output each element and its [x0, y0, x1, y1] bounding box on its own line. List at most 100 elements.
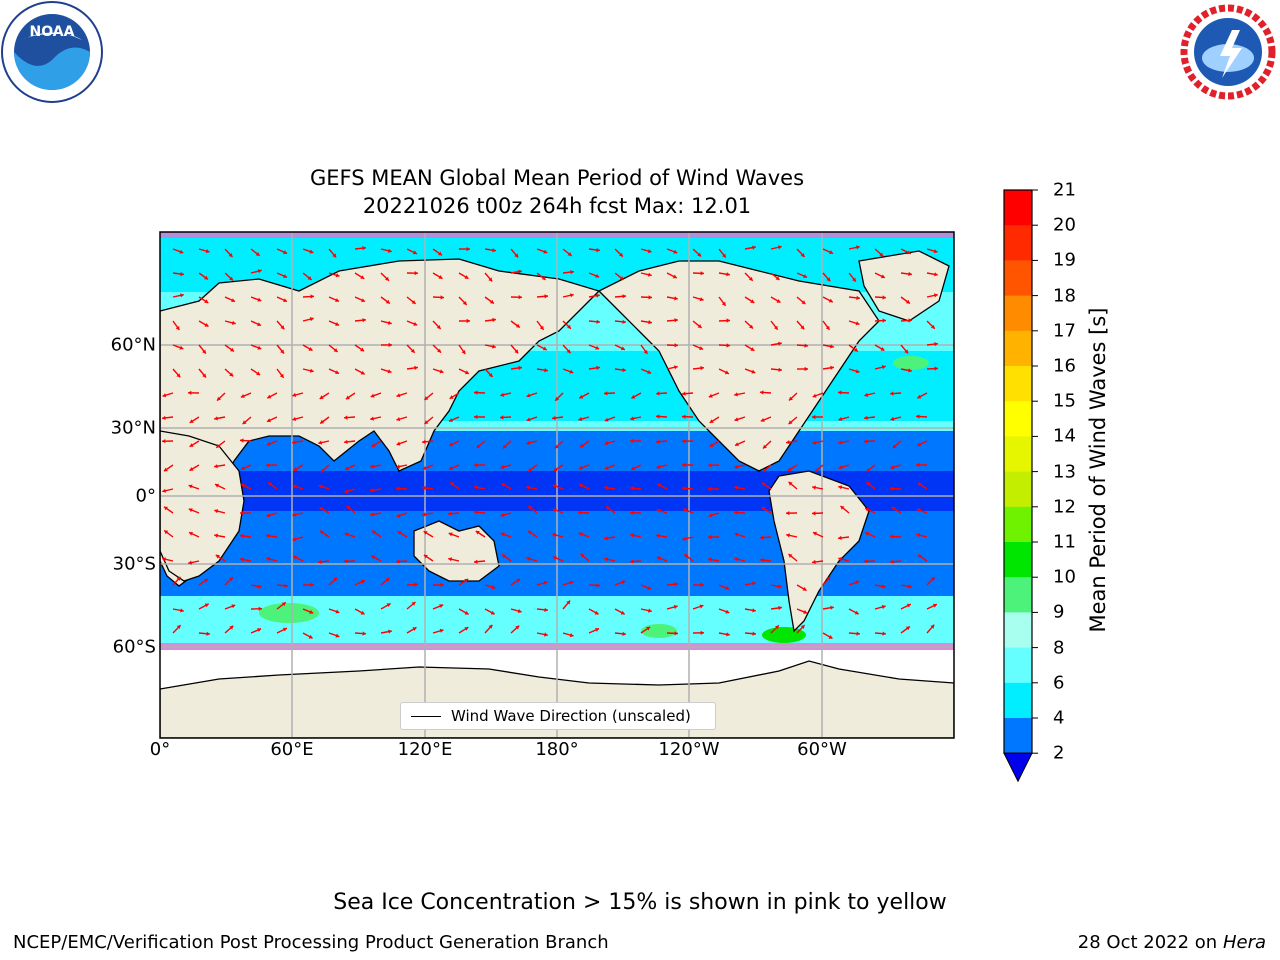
wind-wave-arrowhead — [448, 532, 453, 537]
chart-subtitle: 20221026 t00z 264h fcst Max: 12.01 — [362, 194, 752, 218]
colorbar-tick-label: 20 — [1053, 214, 1076, 236]
wind-wave-arrowhead — [396, 513, 401, 518]
wind-wave-arrowhead — [396, 441, 401, 446]
wind-wave-arrowhead — [697, 324, 702, 328]
wind-wave-arrowhead — [881, 604, 886, 610]
wind-wave-arrowhead — [838, 465, 843, 470]
wind-wave-arrowhead — [814, 468, 819, 473]
wind-wave-arrowhead — [890, 416, 895, 421]
wind-wave-arrowhead — [631, 466, 635, 471]
wind-wave-arrowhead — [310, 294, 314, 299]
latitude-tick-label: 0° — [135, 485, 156, 507]
colorbar-segment — [1004, 401, 1032, 437]
wind-wave-arrowhead — [830, 344, 834, 349]
wind-wave-arrowhead — [361, 298, 365, 303]
wind-wave-arrowhead — [890, 391, 894, 396]
wind-wave-arrowhead — [180, 271, 184, 277]
wind-wave-arrowhead — [905, 299, 910, 304]
wind-wave-arrowhead — [528, 506, 533, 510]
wind-wave-arrowhead — [778, 367, 782, 372]
wind-wave-arrowhead — [464, 627, 469, 631]
wind-wave-arrowhead — [700, 365, 704, 371]
wind-wave-arrowhead — [414, 365, 418, 370]
wind-wave-arrowhead — [673, 604, 678, 610]
wind-wave-arrowhead — [708, 534, 712, 540]
wind-wave-arrowhead — [682, 439, 686, 444]
wind-wave-arrowhead — [266, 441, 271, 446]
wind-wave-arrowhead — [474, 463, 478, 468]
wind-wave-arrowhead — [360, 347, 365, 352]
colorbar-segment — [1004, 506, 1032, 543]
wind-wave-arrowhead — [257, 628, 262, 632]
wind-wave-arrowhead — [916, 414, 920, 419]
longitude-tick-label: 60°E — [270, 739, 314, 760]
wind-wave-arrowhead — [438, 251, 442, 256]
wind-wave-arrowhead — [595, 627, 600, 632]
wind-wave-arrowhead — [829, 250, 834, 254]
wind-wave-arrowhead — [332, 253, 337, 258]
wind-wave-arrowhead — [266, 513, 271, 518]
colorbar-tick-label: 9 — [1053, 601, 1065, 623]
wind-wave-arrowhead — [761, 482, 766, 487]
wind-wave-arrowhead — [930, 624, 935, 629]
wind-wave-arrowhead — [422, 439, 426, 444]
wind-wave-arrowhead — [500, 464, 505, 469]
green-patch-atlantic — [893, 356, 929, 370]
wind-wave-arrowhead — [307, 276, 312, 280]
wind-wave-arrowhead — [229, 372, 234, 377]
wind-wave-arrowhead — [372, 530, 376, 535]
wind-wave-arrowhead — [267, 418, 271, 423]
wind-wave-arrowhead — [414, 582, 418, 587]
wind-wave-arrowhead — [215, 483, 219, 488]
wind-wave-arrowhead — [699, 297, 704, 302]
wind-wave-arrowhead — [396, 559, 400, 564]
wind-wave-arrowhead — [258, 606, 262, 611]
wind-wave-arrowhead — [674, 296, 678, 301]
wind-wave-arrowhead — [724, 370, 729, 375]
wind-wave-arrowhead — [647, 249, 652, 254]
wind-wave-arrowhead — [491, 585, 496, 590]
wind-wave-arrowhead — [673, 249, 678, 254]
wind-wave-arrowhead — [228, 577, 233, 582]
wind-wave-arrowhead — [630, 510, 634, 515]
wind-wave-arrowhead — [656, 508, 661, 513]
wind-wave-arrowhead — [760, 390, 764, 395]
wind-wave-arrowhead — [492, 344, 496, 349]
map-legend: Wind Wave Direction (unscaled) — [400, 702, 716, 730]
wind-wave-arrowhead — [725, 586, 730, 590]
wind-wave-arrowhead — [552, 532, 557, 538]
wind-wave-arrowhead — [916, 462, 920, 468]
wind-wave-arrowhead — [242, 420, 247, 425]
wind-wave-arrowhead — [934, 366, 938, 371]
wind-wave-arrowhead — [501, 483, 506, 487]
wind-wave-arrowhead — [700, 630, 704, 635]
wind-wave-arrowhead — [828, 298, 833, 303]
wind-wave-arrowhead — [396, 464, 400, 469]
colorbar-segment — [1004, 295, 1032, 332]
wind-wave-arrowhead — [908, 318, 912, 323]
wind-wave-arrowhead — [752, 245, 756, 250]
wind-wave-arrowhead — [604, 441, 609, 446]
wind-wave-arrowhead — [362, 631, 366, 636]
wind-wave-arrowhead — [838, 390, 842, 395]
wind-wave-arrowhead — [450, 482, 455, 487]
wind-wave-arrowhead — [553, 467, 558, 471]
wind-wave-arrowhead — [840, 506, 845, 510]
wind-wave-arrowhead — [335, 633, 340, 638]
wind-wave-arrowhead — [905, 626, 910, 631]
wind-wave-arrowhead — [410, 348, 415, 353]
wind-wave-arrowhead — [800, 253, 805, 257]
colorbar-segment — [1004, 612, 1032, 649]
wind-wave-arrowhead — [413, 321, 418, 326]
wind-wave-arrowhead — [282, 627, 287, 632]
wind-wave-arrowhead — [656, 439, 660, 444]
wind-wave-arrowhead — [162, 488, 167, 493]
wind-wave-arrowhead — [344, 489, 349, 494]
longitude-tick-label: 120°E — [397, 739, 453, 760]
wind-wave-arrowhead — [474, 390, 478, 395]
wind-wave-arrowhead — [189, 531, 193, 536]
wind-wave-arrowhead — [648, 295, 652, 300]
wind-wave-arrowhead — [292, 512, 296, 517]
wind-wave-arrowhead — [202, 349, 206, 354]
wind-wave-arrowhead — [725, 609, 730, 614]
